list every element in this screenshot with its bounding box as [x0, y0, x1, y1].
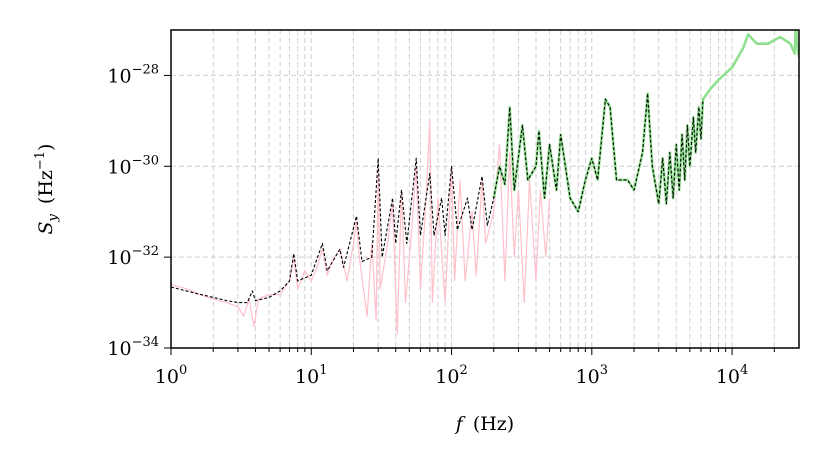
tick-label-exponent: 4	[740, 363, 748, 378]
x-tick-label: 103	[576, 363, 608, 388]
grid	[170, 30, 799, 349]
tick-label-exponent: 1	[319, 363, 327, 378]
y-axis-label: Sy (Hz−1)	[33, 144, 61, 235]
tick-label-exponent: 3	[600, 363, 608, 378]
y-label-unit-exponent: −1	[33, 151, 48, 170]
plot-lines	[171, 30, 799, 335]
plot-frame	[170, 29, 800, 349]
tick-label-base: 10	[107, 65, 131, 87]
tick-label-base: 10	[107, 156, 131, 178]
tick-label-exponent: 0	[179, 363, 187, 378]
tick-label-base: 10	[576, 366, 600, 388]
series-line	[171, 120, 551, 335]
y-label-subscript: y	[46, 213, 61, 222]
x-tick-label: 104	[716, 363, 748, 388]
y-label-unit-close: )	[35, 144, 57, 151]
y-tick-label: 10−34	[107, 335, 159, 360]
tick-label-base: 10	[107, 247, 131, 269]
y-tick-label: 10−30	[107, 153, 159, 178]
series-line	[171, 92, 704, 304]
y-tick-label: 10−28	[107, 62, 159, 87]
series-line	[492, 30, 799, 214]
tick-label-base: 10	[295, 366, 319, 388]
x-axis-label: f (Hz)	[454, 413, 514, 435]
x-label-symbol: f	[454, 413, 466, 435]
tick-label-exponent: −28	[132, 62, 159, 77]
y-tick-label: 10−32	[107, 244, 159, 269]
tick-label-base: 10	[435, 366, 459, 388]
x-tick-label: 101	[295, 363, 327, 388]
y-label-unit: (Hz	[35, 170, 57, 204]
y-label-symbol: S	[35, 221, 57, 234]
tick-label-base: 10	[155, 366, 179, 388]
x-label-unit: (Hz)	[473, 413, 514, 435]
tick-label-base: 10	[716, 366, 740, 388]
tick-label-exponent: 2	[459, 363, 467, 378]
x-tick-label: 100	[155, 363, 187, 388]
tick-label-base: 10	[107, 338, 131, 360]
x-tick-label: 102	[435, 363, 467, 388]
tick-label-exponent: −34	[132, 335, 159, 350]
tick-label-exponent: −30	[132, 153, 159, 168]
tick-label-exponent: −32	[132, 244, 159, 259]
